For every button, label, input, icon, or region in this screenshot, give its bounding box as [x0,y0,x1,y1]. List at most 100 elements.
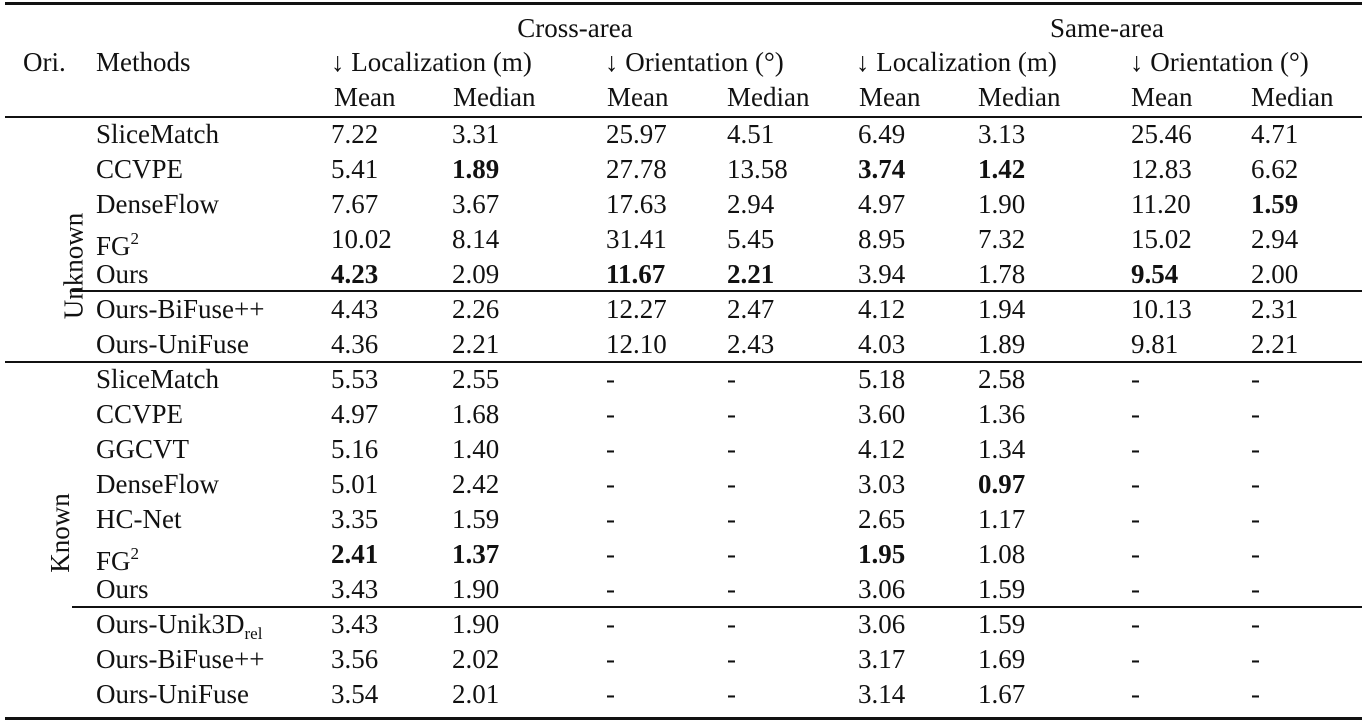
table-cell: - [727,434,736,464]
table-cell: 31.41 [606,224,667,254]
table-cell: 4.51 [727,119,775,149]
table-cell: 3.54 [331,679,379,709]
method-name: GGCVT [96,434,189,464]
header-rule [5,116,1362,118]
header-median: Median [453,82,536,112]
table-cell: - [1131,574,1140,604]
top-rule [5,2,1362,5]
table-cell: 6.49 [858,119,906,149]
table-cell: 4.97 [331,399,379,429]
table-cell: 1.69 [978,644,1026,674]
table-cell: 3.17 [858,644,906,674]
table-cell: 2.94 [727,189,775,219]
table-cell: 1.37 [452,539,500,569]
table-cell: 4.97 [858,189,906,219]
header-mean: Mean [1131,82,1193,112]
table-cell: 1.59 [1251,189,1299,219]
header-loc-cross: ↓ Localization (m) [331,47,532,77]
method-name: Ours-UniFuse [96,329,249,359]
table-cell: 5.18 [858,364,906,394]
header-same-area: Same-area [1050,13,1164,43]
table-cell: - [1131,469,1140,499]
method-name: Ours-Unik3Drel [96,609,263,643]
table-cell: 27.78 [606,154,667,184]
table-cell: - [606,609,615,639]
table-cell: 4.03 [858,329,906,359]
header-median: Median [978,82,1061,112]
group-label-unknown: Unknown [58,212,89,320]
table-cell: - [606,504,615,534]
table-cell: - [1251,434,1260,464]
table-cell: - [1251,539,1260,569]
table-cell: 3.74 [858,154,906,184]
table-cell: - [727,574,736,604]
method-name: DenseFlow [96,469,219,499]
table-cell: 2.01 [452,679,500,709]
table-cell: - [727,644,736,674]
table-cell: 4.12 [858,434,906,464]
table-cell: - [727,399,736,429]
table-cell: - [1251,469,1260,499]
table-cell: 11.20 [1131,189,1191,219]
table-cell: 2.47 [727,294,775,324]
table-cell: 5.41 [331,154,379,184]
bottom-rule [5,717,1362,720]
table-cell: - [1131,364,1140,394]
table-cell: - [727,364,736,394]
table-cell: 3.60 [858,399,906,429]
table-cell: - [1251,574,1260,604]
group-rule [5,361,1362,363]
table-cell: 3.67 [452,189,500,219]
table-cell: 3.94 [858,259,906,289]
unknown-separator-rule [72,290,1362,292]
table-cell: 12.27 [606,294,667,324]
table-cell: 12.83 [1131,154,1192,184]
table-cell: 15.02 [1131,224,1192,254]
table-cell: 2.21 [452,329,500,359]
table-cell: - [1251,644,1260,674]
table-cell: 1.34 [978,434,1026,464]
table-cell: 11.67 [606,259,666,289]
table-cell: - [1251,504,1260,534]
header-median: Median [727,82,810,112]
table-cell: - [606,574,615,604]
table-cell: 12.10 [606,329,667,359]
table-cell: - [1131,504,1140,534]
table-cell: 2.55 [452,364,500,394]
table-cell: 25.46 [1131,119,1192,149]
table-cell: - [1131,539,1140,569]
table-cell: - [606,399,615,429]
table-cell: 8.14 [452,224,500,254]
table-cell: 2.41 [331,539,379,569]
table-cell: 2.43 [727,329,775,359]
table-cell: - [1131,609,1140,639]
table-cell: - [727,539,736,569]
table-cell: - [1131,644,1140,674]
table-cell: 2.31 [1251,294,1299,324]
table-cell: 3.35 [331,504,379,534]
method-name: FG2 [96,544,140,576]
table-cell: 3.56 [331,644,379,674]
table-cell: - [1131,399,1140,429]
table-cell: 0.97 [978,469,1026,499]
table-cell: - [1251,609,1260,639]
table-cell: 5.45 [727,224,775,254]
table-cell: 1.67 [978,679,1026,709]
table-cell: 3.31 [452,119,500,149]
table-cell: 3.03 [858,469,906,499]
table-cell: 1.89 [452,154,500,184]
method-name: Ours-BiFuse++ [96,294,265,324]
table-cell: 2.00 [1251,259,1299,289]
table-cell: 1.68 [452,399,500,429]
table-cell: 2.94 [1251,224,1299,254]
header-cross-area: Cross-area [517,13,633,43]
header-methods: Methods [96,47,191,77]
table-cell: 1.89 [978,329,1026,359]
table-cell: 4.71 [1251,119,1299,149]
table-cell: - [1251,364,1260,394]
table-cell: 1.08 [978,539,1026,569]
table-cell: 1.42 [978,154,1026,184]
table-cell: 4.12 [858,294,906,324]
table-cell: 1.90 [452,574,500,604]
method-name: Ours [96,259,149,289]
